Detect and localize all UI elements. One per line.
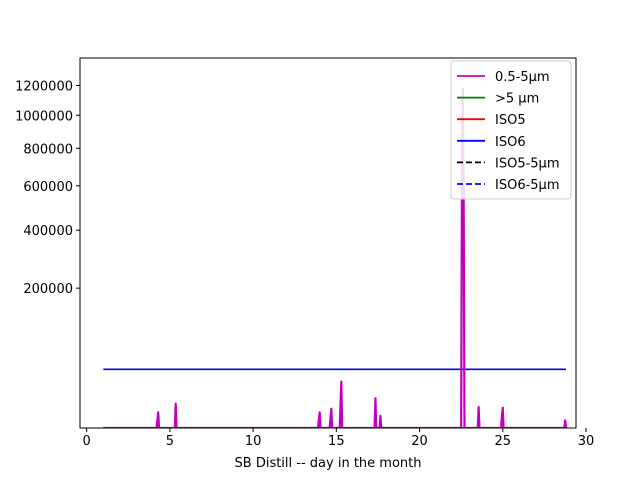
legend-label: ISO5-5µm xyxy=(495,156,560,171)
legend-label: ISO6-5µm xyxy=(495,178,560,193)
y-axis: 200000 400000 600000 800000 1000000 1200000 xyxy=(15,79,80,297)
x-tick-label: 15 xyxy=(328,434,345,449)
legend-label: >5 µm xyxy=(495,92,539,107)
x-tick-label: 20 xyxy=(411,434,428,449)
y-tick-label: 800000 xyxy=(23,142,73,157)
legend-box xyxy=(450,60,572,200)
x-tick-label: 0 xyxy=(83,434,91,449)
legend-label: ISO5 xyxy=(495,113,526,128)
y-tick-label: 400000 xyxy=(23,224,73,239)
legend: 0.5-5µm >5 µm ISO5 ISO6 ISO5-5µm ISO6-5µm xyxy=(450,60,572,200)
y-tick-label: 600000 xyxy=(23,180,73,195)
plot-area xyxy=(103,87,568,428)
axes-frame xyxy=(79,57,577,429)
y-tick-label: 1000000 xyxy=(15,109,73,124)
x-axis: 0 5 10 15 20 25 30 xyxy=(83,428,595,449)
x-tick-label: 25 xyxy=(494,434,511,449)
x-axis-label: SB Distill -- day in the month xyxy=(235,456,422,471)
x-tick-label: 5 xyxy=(166,434,174,449)
series-group xyxy=(103,87,568,428)
x-tick-label: 30 xyxy=(578,434,595,449)
y-tick-label: 200000 xyxy=(23,282,73,297)
legend-label: 0.5-5µm xyxy=(495,70,550,85)
y-tick-label: 1200000 xyxy=(15,79,73,94)
legend-label: ISO6 xyxy=(495,135,526,150)
x-tick-label: 10 xyxy=(245,434,262,449)
